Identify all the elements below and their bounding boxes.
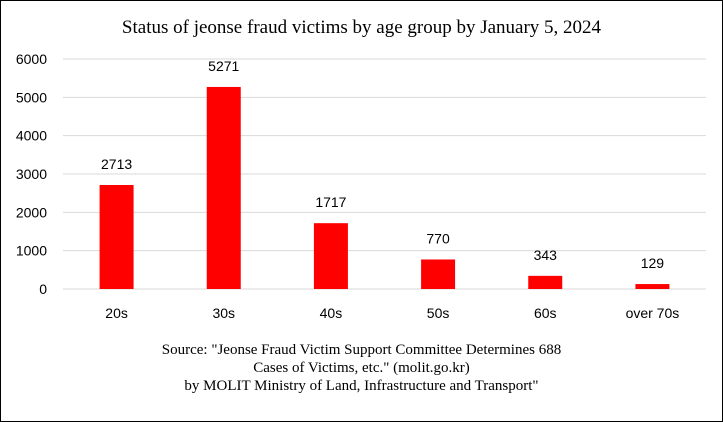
data-label: 343	[534, 247, 558, 263]
y-tick-label: 3000	[16, 166, 47, 182]
data-label: 5271	[208, 58, 239, 74]
x-tick-label: 50s	[427, 305, 450, 321]
x-tick-label: 30s	[212, 305, 235, 321]
bars	[99, 86, 670, 289]
source-line-1: Source: "Jeonse Fraud Victim Support Com…	[161, 342, 562, 358]
source-note: Source: "Jeonse Fraud Victim Support Com…	[1, 341, 722, 395]
data-labels: 2713 5271 1717 770 343 129	[101, 58, 664, 271]
source-line-3: by MOLIT Ministry of Land, Infrastructur…	[184, 378, 539, 394]
bar-chart: 0 1000 2000 3000 4000 5000 6000 2713 5271 1717 77…	[16, 51, 706, 321]
x-axis: 20s 30s 40s 50s 60s over 70s	[105, 305, 679, 321]
y-tick-label: 2000	[16, 204, 47, 220]
y-tick-label: 0	[39, 281, 47, 297]
y-tick-label: 5000	[16, 89, 47, 105]
bar-30s	[206, 86, 241, 289]
bar-60s	[528, 275, 563, 289]
x-tick-label: 60s	[534, 305, 557, 321]
data-label: 129	[641, 255, 665, 271]
data-label: 1717	[315, 194, 346, 210]
bar-50s	[421, 259, 456, 289]
gridlines	[63, 58, 706, 290]
bar-over-70s	[635, 284, 670, 289]
bar-40s	[313, 223, 348, 289]
data-label: 770	[426, 230, 450, 246]
y-tick-label: 1000	[16, 243, 47, 259]
data-label: 2713	[101, 156, 132, 172]
y-axis: 0 1000 2000 3000 4000 5000 6000	[16, 51, 47, 297]
x-tick-label: 40s	[320, 305, 343, 321]
source-line-2: Cases of Victims, etc." (molit.go.kr)	[253, 360, 470, 376]
chart-title: Status of jeonse fraud victims by age gr…	[121, 17, 602, 38]
y-tick-label: 6000	[16, 51, 47, 67]
bar-20s	[99, 185, 134, 289]
x-tick-label: over 70s	[626, 305, 680, 321]
x-tick-label: 20s	[105, 305, 128, 321]
y-tick-label: 4000	[16, 128, 47, 144]
